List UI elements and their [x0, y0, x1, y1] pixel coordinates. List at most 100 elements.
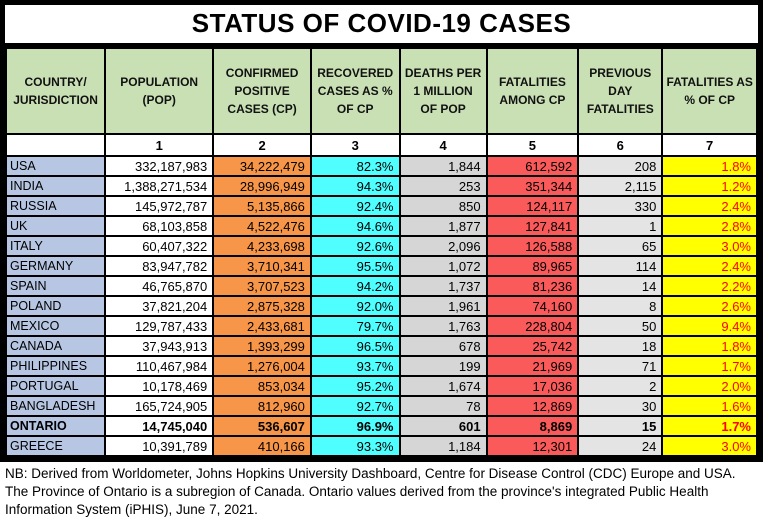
- cell-recovered: 92.7%: [309, 395, 401, 417]
- column-number-row: 1 2 3 4 5 6 7: [4, 133, 758, 157]
- cell-confirmed: 1,393,299: [212, 335, 312, 357]
- cell-recovered: 94.2%: [309, 275, 401, 297]
- covid-table: STATUS OF COVID-19 CASES COUNTRY/ JURISD…: [0, 0, 763, 462]
- page-title: STATUS OF COVID-19 CASES: [191, 8, 572, 38]
- cell-confirmed: 3,707,523: [212, 275, 312, 297]
- cell-prev-day: 50: [577, 315, 664, 337]
- cell-population: 83,947,782: [104, 255, 215, 277]
- cell-fatalities: 21,969: [485, 355, 580, 377]
- cell-recovered: 93.7%: [309, 355, 401, 377]
- table-row: CANADA 37,943,913 1,393,299 96.5% 678 25,742 1…: [4, 335, 758, 357]
- cell-confirmed: 2,875,328: [212, 295, 312, 317]
- cell-confirmed: 410,166: [212, 435, 312, 457]
- table-row: GREECE 10,391,789 410,166 93.3% 1,184 12,301 2…: [4, 435, 758, 457]
- cell-fatality-pct: 1.8%: [661, 335, 758, 357]
- cell-fatalities: 228,804: [485, 315, 580, 337]
- cell-fatality-pct: 9.4%: [661, 315, 758, 337]
- col-number-blank: [4, 133, 107, 157]
- cell-recovered: 95.2%: [309, 375, 401, 397]
- cell-confirmed: 853,034: [212, 375, 312, 397]
- cell-deaths-per-million: 1,844: [398, 155, 488, 177]
- col-header-fatality-pct: FATALITIES AS % OF CP: [661, 47, 758, 135]
- cell-prev-day: 330: [577, 195, 664, 217]
- table-row: RUSSIA 145,972,787 5,135,866 92.4% 850 124,11…: [4, 195, 758, 217]
- cell-prev-day: 2,115: [577, 175, 664, 197]
- cell-country: ONTARIO: [4, 415, 107, 437]
- cell-fatalities: 25,742: [485, 335, 580, 357]
- cell-country: ITALY: [4, 235, 107, 257]
- cell-prev-day: 18: [577, 335, 664, 357]
- table-row: UK 68,103,858 4,522,476 94.6% 1,877 127,841 1 2…: [4, 215, 758, 237]
- cell-confirmed: 536,607: [212, 415, 312, 437]
- cell-population: 165,724,905: [104, 395, 215, 417]
- cell-prev-day: 208: [577, 155, 664, 177]
- cell-recovered: 92.4%: [309, 195, 401, 217]
- table-row: POLAND 37,821,204 2,875,328 92.0% 1,961 74,16…: [4, 295, 758, 317]
- cell-country: PORTUGAL: [4, 375, 107, 397]
- cell-population: 10,391,789: [104, 435, 215, 457]
- cell-fatality-pct: 1.7%: [661, 415, 758, 437]
- table-row: MEXICO 129,787,433 2,433,681 79.7% 1,763 228,…: [4, 315, 758, 337]
- title-bar: STATUS OF COVID-19 CASES: [5, 5, 758, 47]
- cell-recovered: 92.6%: [309, 235, 401, 257]
- cell-fatalities: 12,301: [485, 435, 580, 457]
- cell-prev-day: 24: [577, 435, 664, 457]
- cell-population: 46,765,870: [104, 275, 215, 297]
- cell-fatality-pct: 1.6%: [661, 395, 758, 417]
- table-row: INDIA 1,388,271,534 28,996,949 94.3% 253 351,…: [4, 175, 758, 197]
- col-number-4: 4: [398, 133, 488, 157]
- cell-confirmed: 812,960: [212, 395, 312, 417]
- cell-recovered: 82.3%: [309, 155, 401, 177]
- cell-confirmed: 2,433,681: [212, 315, 312, 337]
- cell-population: 145,972,787: [104, 195, 215, 217]
- col-header-prev-day: PREVIOUS DAY FATALITIES: [577, 47, 664, 135]
- cell-deaths-per-million: 253: [398, 175, 488, 197]
- cell-confirmed: 5,135,866: [212, 195, 312, 217]
- cell-confirmed: 34,222,479: [212, 155, 312, 177]
- cell-fatalities: 124,117: [485, 195, 580, 217]
- cell-recovered: 95.5%: [309, 255, 401, 277]
- cell-recovered: 93.3%: [309, 435, 401, 457]
- cell-population: 10,178,469: [104, 375, 215, 397]
- cell-fatality-pct: 2.4%: [661, 195, 758, 217]
- cell-fatalities: 351,344: [485, 175, 580, 197]
- cell-deaths-per-million: 1,737: [398, 275, 488, 297]
- cell-fatality-pct: 1.8%: [661, 155, 758, 177]
- cell-fatality-pct: 2.4%: [661, 255, 758, 277]
- cell-deaths-per-million: 1,877: [398, 215, 488, 237]
- footnote: NB: Derived from Worldometer, Johns Hopk…: [5, 466, 736, 517]
- col-number-5: 5: [485, 133, 580, 157]
- col-number-3: 3: [309, 133, 401, 157]
- cell-fatalities: 127,841: [485, 215, 580, 237]
- cell-country: UK: [4, 215, 107, 237]
- table-row: PHILIPPINES 110,467,984 1,276,004 93.7% 199 2…: [4, 355, 758, 377]
- table-row: ITALY 60,407,322 4,233,698 92.6% 2,096 126,58…: [4, 235, 758, 257]
- cell-population: 110,467,984: [104, 355, 215, 377]
- cell-deaths-per-million: 1,072: [398, 255, 488, 277]
- cell-country: PHILIPPINES: [4, 355, 107, 377]
- col-number-1: 1: [104, 133, 215, 157]
- col-header-confirmed: CONFIRMED POSITIVE CASES (CP): [212, 47, 312, 135]
- cell-country: INDIA: [4, 175, 107, 197]
- cell-country: MEXICO: [4, 315, 107, 337]
- cell-fatality-pct: 2.6%: [661, 295, 758, 317]
- cell-fatality-pct: 2.0%: [661, 375, 758, 397]
- col-number-7: 7: [661, 133, 758, 157]
- cell-fatality-pct: 1.2%: [661, 175, 758, 197]
- col-header-deaths-per-million: DEATHS PER 1 MILLION OF POP: [398, 47, 488, 135]
- cell-fatalities: 89,965: [485, 255, 580, 277]
- cell-prev-day: 71: [577, 355, 664, 377]
- cell-fatality-pct: 3.0%: [661, 235, 758, 257]
- cell-country: GERMANY: [4, 255, 107, 277]
- cell-prev-day: 1: [577, 215, 664, 237]
- cell-fatalities: 17,036: [485, 375, 580, 397]
- table-row: USA 332,187,983 34,222,479 82.3% 1,844 612,59…: [4, 155, 758, 177]
- cell-prev-day: 14: [577, 275, 664, 297]
- col-header-recovered: RECOVERED CASES AS % OF CP: [309, 47, 401, 135]
- cell-population: 60,407,322: [104, 235, 215, 257]
- cell-fatalities: 12,869: [485, 395, 580, 417]
- cell-fatality-pct: 2.2%: [661, 275, 758, 297]
- cell-prev-day: 15: [577, 415, 664, 437]
- col-header-fatalities: FATALITIES AMONG CP: [485, 47, 580, 135]
